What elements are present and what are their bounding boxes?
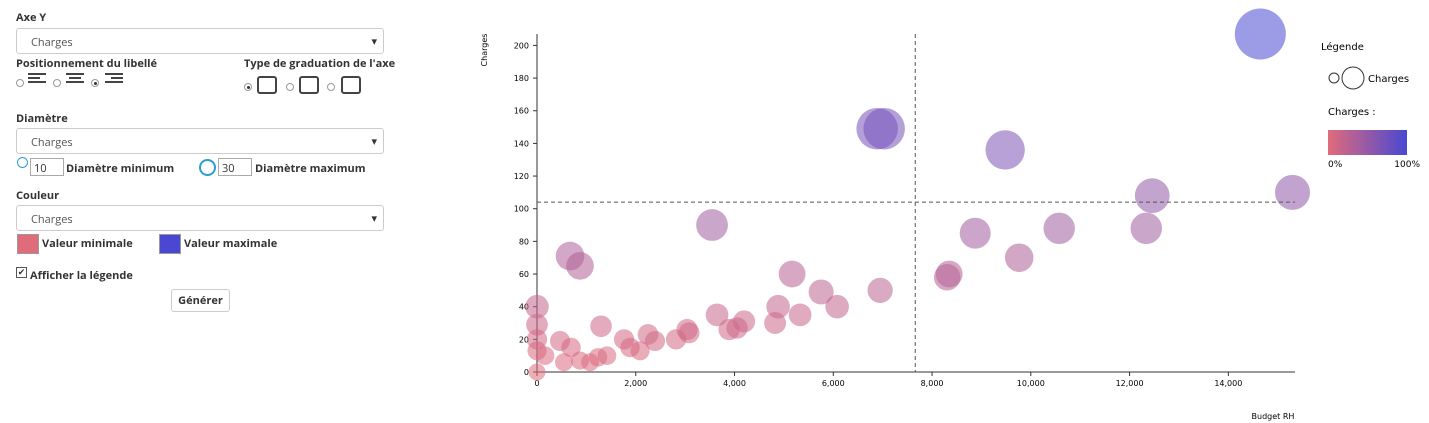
color-label: Couleur — [16, 188, 60, 203]
x-tick-label: 2,000 — [624, 379, 647, 388]
y-axis-select[interactable]: Charges — [16, 28, 384, 54]
bubble — [1274, 174, 1311, 210]
min-color-label: Valeur minimale — [42, 236, 133, 251]
max-label: Diamètre maximum — [255, 161, 366, 176]
bubble — [1130, 212, 1162, 245]
bubble — [644, 330, 666, 352]
legend-title: Légende — [1321, 41, 1364, 53]
bubble — [528, 363, 546, 381]
bubble — [764, 312, 787, 334]
bubble — [665, 329, 687, 350]
min-color-swatch[interactable] — [17, 234, 39, 254]
x-axis-title: Budget RH — [1252, 412, 1295, 421]
linear-icon — [257, 76, 277, 94]
bubble — [778, 260, 806, 288]
label-position-label: Positionnement du libellé — [16, 56, 158, 71]
radio-step[interactable] — [286, 83, 294, 91]
radio-linear[interactable] — [244, 83, 252, 91]
legend-checkbox[interactable]: ✔ — [16, 265, 27, 278]
y-tick-label: 160 — [514, 107, 529, 116]
y-tick-label: 100 — [514, 205, 529, 214]
diameter-select[interactable]: Charges — [16, 128, 384, 154]
radio-right[interactable] — [91, 79, 99, 87]
y-tick-label: 20 — [519, 335, 529, 344]
bubble — [959, 217, 991, 249]
legend-size-small — [1328, 72, 1340, 84]
y-axis-label: Axe Y — [16, 10, 47, 25]
bubble — [718, 318, 740, 341]
legend-size-label: Charges — [1368, 74, 1409, 85]
radio-log[interactable] — [327, 83, 335, 91]
bubble — [1004, 243, 1034, 272]
x-tick-label: 12,000 — [1116, 379, 1144, 388]
color-select[interactable]: Charges — [16, 205, 384, 231]
bubble — [581, 353, 600, 372]
max-color-swatch[interactable] — [159, 234, 181, 254]
bubble — [933, 264, 961, 291]
min-circle — [17, 157, 28, 168]
bubble — [696, 209, 728, 241]
log-icon — [341, 76, 361, 94]
bubble — [1234, 8, 1286, 60]
max-circle — [199, 159, 216, 176]
bubble — [620, 337, 640, 358]
y-tick-label: 140 — [514, 139, 529, 148]
bubble — [590, 315, 612, 338]
min-input[interactable]: 10 — [30, 158, 64, 176]
bubble — [555, 353, 574, 372]
x-tick-label: 0 — [534, 379, 539, 388]
step-icon — [299, 76, 319, 94]
max-color-label: Valeur maximale — [184, 236, 278, 251]
min-label: Diamètre minimum — [66, 161, 175, 176]
bubble — [867, 277, 893, 303]
x-tick-label: 8,000 — [921, 379, 944, 388]
y-axis-title: Charges — [480, 34, 489, 67]
bubble — [788, 303, 812, 327]
y-tick-label: 40 — [519, 303, 529, 312]
y-tick-label: 80 — [519, 237, 529, 246]
axis-scale-label: Type de graduation de l'axe — [244, 56, 396, 71]
bubble — [526, 313, 548, 336]
generate-button[interactable]: Générer — [171, 289, 230, 312]
diameter-label: Diamètre — [16, 111, 68, 126]
bubble — [825, 294, 849, 319]
y-tick-label: 180 — [514, 74, 529, 83]
show-legend-label: Afficher la légende — [30, 268, 133, 283]
x-tick-label: 10,000 — [1017, 379, 1045, 388]
bubble — [808, 279, 834, 305]
bubble — [527, 341, 547, 361]
legend-size-large — [1341, 66, 1365, 90]
y-tick-label: 200 — [514, 41, 529, 50]
bubble — [863, 107, 905, 150]
align-left-icon — [28, 73, 46, 87]
bubble — [525, 294, 549, 319]
x-tick-label: 4,000 — [723, 379, 746, 388]
align-right-icon — [105, 73, 123, 87]
legend-color-bar — [1328, 130, 1407, 155]
y-tick-label: 0 — [524, 368, 529, 377]
bubble — [705, 303, 729, 327]
x-tick-label: 14,000 — [1214, 379, 1242, 388]
legend-color-title: Charges : — [1328, 107, 1376, 118]
bubble — [985, 130, 1025, 170]
radio-left[interactable] — [16, 79, 24, 87]
bubble — [1043, 212, 1075, 245]
y-tick-label: 120 — [514, 172, 529, 181]
max-input[interactable]: 30 — [218, 158, 252, 176]
bubble — [566, 252, 594, 280]
bubble — [1134, 178, 1170, 214]
y-tick-label: 60 — [519, 270, 529, 279]
radio-center[interactable] — [53, 79, 61, 87]
legend-min-label: 0% — [1328, 160, 1343, 170]
x-tick-label: 6,000 — [822, 379, 845, 388]
align-center-icon — [66, 73, 84, 87]
bubble — [561, 337, 581, 358]
legend-max-label: 100% — [1394, 160, 1420, 170]
